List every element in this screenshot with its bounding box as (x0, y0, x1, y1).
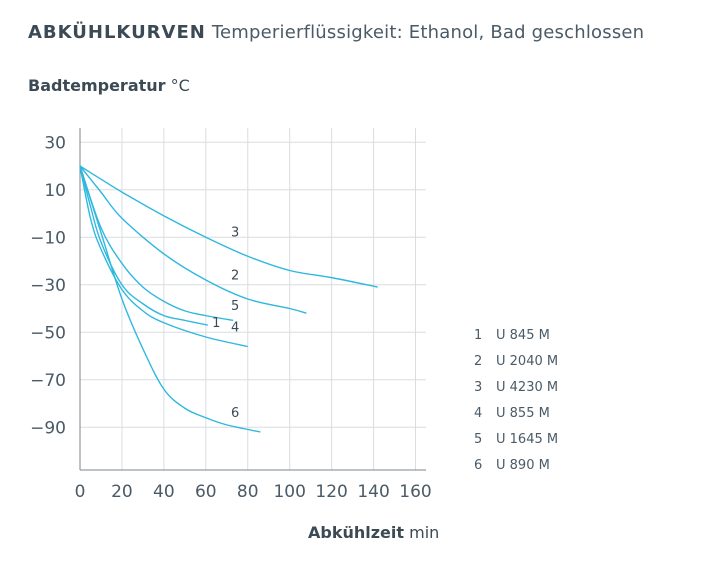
y-tick-label: −50 (30, 323, 66, 343)
y-tick-label: 30 (44, 133, 66, 153)
legend-model: U 1645 M (496, 431, 559, 447)
x-tick-label: 80 (237, 482, 259, 502)
x-tick-label: 120 (315, 482, 347, 502)
y-tick-label: −90 (30, 418, 66, 438)
x-tick-label: 60 (195, 482, 217, 502)
y-tick-label: 10 (44, 181, 66, 201)
curve-label-2: 2 (231, 268, 239, 283)
y-tick-label: −30 (30, 276, 66, 296)
x-axis-unit: min (409, 523, 440, 542)
legend-item: 5 U 1645 M (474, 426, 558, 452)
curve-label-5: 5 (231, 299, 239, 314)
series-line-4 (79, 165, 248, 348)
x-tick-label: 160 (399, 482, 431, 502)
legend-number: 6 (474, 457, 483, 473)
y-axis-label-text: Badtemperatur (28, 76, 166, 95)
legend-item: 3 U 4230 M (474, 374, 558, 400)
y-axis-unit: °C (170, 76, 190, 95)
x-tick-label: 140 (357, 482, 389, 502)
legend-number: 5 (474, 431, 483, 447)
x-axis-label: Abkühlzeit min (308, 523, 439, 542)
legend-model: U 2040 M (496, 353, 559, 369)
legend-number: 4 (474, 405, 483, 421)
chart-subtitle: Temperierflüssigkeit: Ethanol, Bad gesch… (211, 22, 645, 43)
legend-model: U 890 M (496, 457, 550, 473)
curve-label-1: 1 (212, 316, 220, 331)
legend-item: 6 U 890 M (474, 452, 558, 478)
legend-model: U 855 M (496, 405, 550, 421)
series-line-5 (79, 165, 234, 322)
series-line-2 (79, 165, 307, 314)
x-axis-label-text: Abkühlzeit (308, 523, 405, 542)
chart-title-main: ABKÜHLKURVEN (28, 22, 206, 43)
series-line-1 (79, 165, 209, 326)
series-line-6 (79, 165, 261, 433)
legend-number: 2 (474, 353, 483, 369)
y-tick-label: −10 (30, 228, 66, 248)
x-tick-label: 40 (153, 482, 175, 502)
legend-item: 2 U 2040 M (474, 348, 558, 374)
legend-model: U 845 M (496, 327, 550, 343)
legend-item: 1 U 845 M (474, 322, 558, 348)
curve-label-3: 3 (231, 226, 239, 241)
curve-label-6: 6 (231, 406, 239, 421)
curve-label-4: 4 (231, 321, 239, 336)
x-tick-label: 0 (75, 482, 86, 502)
x-tick-label: 100 (273, 482, 305, 502)
y-axis-label: Badtemperatur °C (28, 76, 190, 95)
series-line-3 (79, 165, 378, 288)
legend-item: 4 U 855 M (474, 400, 558, 426)
legend-model: U 4230 M (496, 379, 559, 395)
legend-number: 1 (474, 327, 483, 343)
chart-title: ABKÜHLKURVEN Temperierflüssigkeit: Ethano… (28, 22, 644, 43)
x-tick-label: 20 (111, 482, 133, 502)
legend-number: 3 (474, 379, 483, 395)
y-tick-label: −70 (30, 371, 66, 391)
